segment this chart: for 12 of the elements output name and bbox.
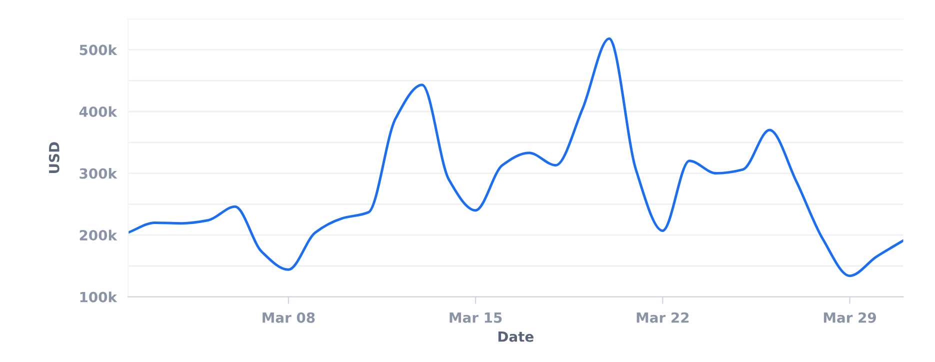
x-tick-label: Mar 29 bbox=[824, 312, 876, 323]
y-axis-title: USD bbox=[48, 142, 60, 173]
x-tick-label: Mar 22 bbox=[636, 312, 689, 323]
y-tick-label: 100k bbox=[80, 292, 118, 302]
x-tick-label: Mar 08 bbox=[262, 312, 315, 323]
y-tick-label: 300k bbox=[80, 168, 118, 179]
x-axis-title: Date bbox=[498, 332, 534, 342]
y-tick-label: 500k bbox=[80, 44, 118, 56]
y-tick-label: 400k bbox=[79, 106, 118, 117]
x-tick-label: Mar 15 bbox=[450, 312, 502, 323]
line-series bbox=[128, 37, 904, 278]
y-tick-label: 200k bbox=[80, 230, 118, 241]
